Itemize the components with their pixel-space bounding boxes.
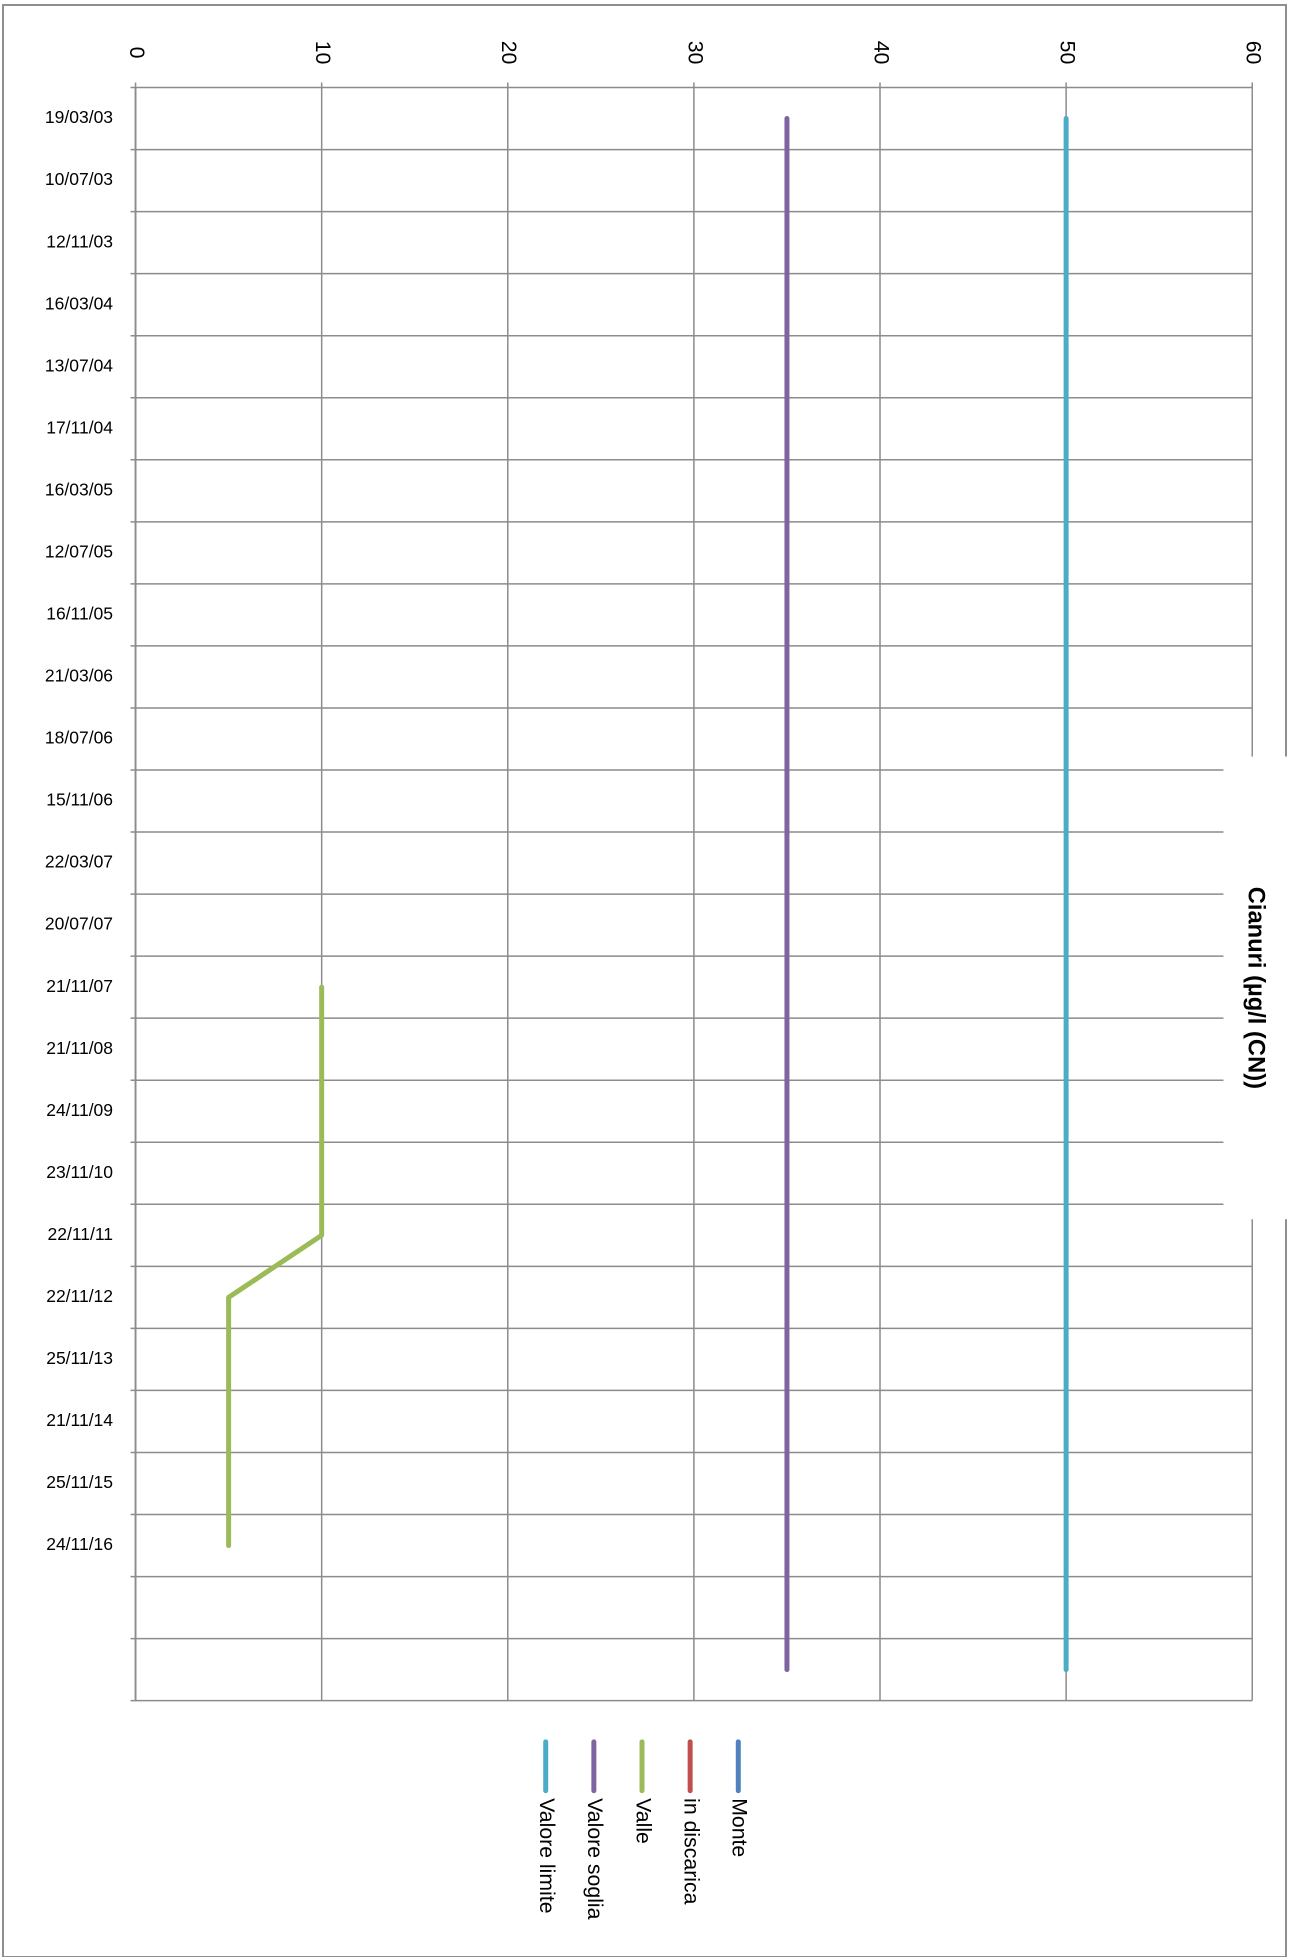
x-tick-label: 50 bbox=[1056, 41, 1080, 65]
legend-label: Valore limite bbox=[535, 1798, 559, 1913]
y-tick-label: 22/11/12 bbox=[46, 1286, 113, 1306]
y-tick-label: 18/07/06 bbox=[45, 728, 113, 748]
legend-label: Monte bbox=[728, 1798, 752, 1857]
y-tick-label: 10/07/03 bbox=[45, 169, 113, 189]
y-tick-label: 16/11/05 bbox=[46, 604, 113, 624]
y-tick-label: 16/03/04 bbox=[45, 293, 113, 313]
y-tick-label: 15/11/06 bbox=[46, 790, 113, 810]
y-tick-label: 17/11/04 bbox=[46, 417, 113, 437]
x-tick-label: 10 bbox=[311, 41, 335, 65]
y-tick-label: 20/07/07 bbox=[45, 914, 113, 934]
x-tick-label: 30 bbox=[683, 41, 707, 65]
y-tick-label: 21/11/07 bbox=[46, 976, 113, 996]
chart-frame bbox=[2, 4, 1287, 1957]
y-tick-label: 23/11/10 bbox=[46, 1162, 113, 1182]
y-tick-label: 12/11/03 bbox=[46, 231, 113, 251]
y-tick-label: 24/11/16 bbox=[46, 1534, 113, 1554]
title-box bbox=[1223, 756, 1289, 1220]
y-tick-label: 22/03/07 bbox=[45, 852, 113, 872]
x-tick-label: 40 bbox=[869, 41, 893, 65]
y-tick-label: 16/03/05 bbox=[45, 479, 113, 499]
y-tick-label: 25/11/13 bbox=[46, 1348, 113, 1368]
x-tick-label: 0 bbox=[125, 47, 149, 59]
plot-area: 0 10 20 30 40 50 60 19/03/03 10/07/03 12/11/03 16/… bbox=[45, 41, 1266, 1702]
y-tick-label: 24/11/09 bbox=[46, 1100, 113, 1120]
legend-label: Valore soglia bbox=[583, 1798, 607, 1919]
y-tick-label: 13/07/04 bbox=[45, 355, 113, 375]
series-line bbox=[226, 984, 325, 1549]
legend-label: in discarica bbox=[680, 1798, 704, 1904]
y-tick-label: 21/11/14 bbox=[46, 1410, 113, 1430]
chart-title: Cianuri (µg/l (CN)) bbox=[1242, 887, 1269, 1089]
y-tick-label: 22/11/11 bbox=[48, 1224, 114, 1244]
x-tick-label: 60 bbox=[1242, 41, 1266, 65]
y-tick-label: 21/11/08 bbox=[46, 1038, 113, 1058]
y-tick-label: 25/11/15 bbox=[46, 1472, 113, 1492]
y-tick-label: 12/07/05 bbox=[45, 541, 113, 561]
y-tick-label: 19/03/03 bbox=[45, 107, 113, 127]
y-tick-label: 21/03/06 bbox=[45, 666, 113, 686]
x-tick-label: 20 bbox=[497, 41, 521, 65]
legend-label: Valle bbox=[631, 1798, 655, 1844]
